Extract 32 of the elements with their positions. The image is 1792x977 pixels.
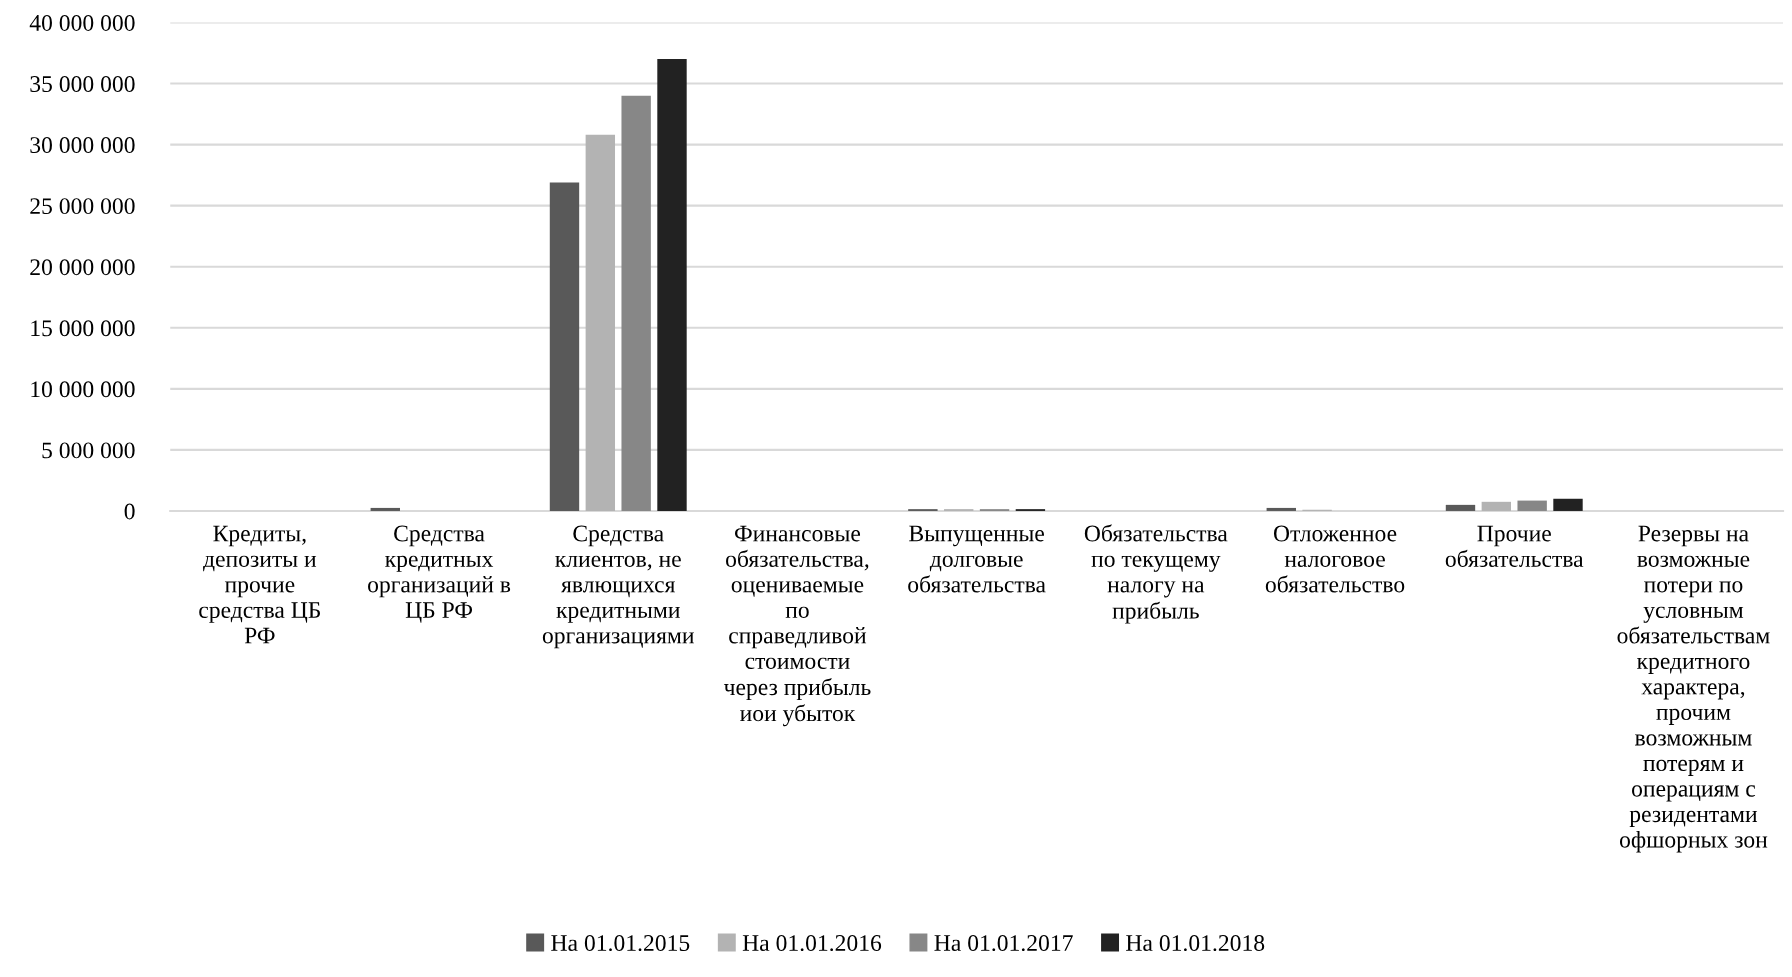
bar <box>1517 500 1547 511</box>
bar <box>585 134 616 511</box>
x-tick-label: Обязательства по текущему налогу на прибыль <box>1084 524 1228 624</box>
y-tick-label: 25 000 000 <box>30 198 135 215</box>
x-tick-label: Отложенное налоговое обязательство <box>1265 525 1405 593</box>
legend-label: На 01.01.2018 <box>1126 935 1265 952</box>
bar <box>621 95 651 511</box>
bar <box>657 59 687 511</box>
bar <box>1445 504 1476 511</box>
y-tick-label: 5 000 000 <box>42 442 135 459</box>
y-tick-label: 35 000 000 <box>30 76 135 92</box>
y-tick-label: 15 000 000 <box>31 320 135 337</box>
y-tick-label: 0 <box>124 503 135 520</box>
legend-label: На 01.01.2017 <box>934 935 1073 952</box>
x-tick-label: Финансовые обязательства, оцениваемые по справедливой стоимости через прибыль иои убыток <box>723 525 871 727</box>
legend-label: На 01.01.2015 <box>551 935 690 952</box>
y-tick-label: 40 000 000 <box>29 14 135 31</box>
x-tick-label: Кредиты, депозиты и прочие средства ЦБ РФ <box>199 525 320 644</box>
bar <box>549 182 580 511</box>
x-tick-label: Прочие обязательства <box>1445 525 1584 567</box>
category-label: Резервы на возможные потери по условным обязательствам кредитного характера, прочим возможным потерям и операциям с резидентами офшорных зон <box>1617 525 1770 853</box>
bar <box>370 507 400 511</box>
bar <box>1553 498 1583 511</box>
y-tick-label: 20 000 000 <box>30 259 135 276</box>
bar <box>1481 501 1512 511</box>
x-tick-label: Средства клиентов, не явлющихся кредитными организациями <box>542 525 694 649</box>
x-tick-label: Средства кредитных организаций в ЦБ РФ <box>368 525 511 623</box>
legend-label: На 01.01.2016 <box>742 935 882 952</box>
x-tick-label: Выпущенные долговые обязательства <box>908 525 1046 593</box>
y-tick-label: 30 000 000 <box>30 137 135 154</box>
y-tick-label: 10 000 000 <box>31 381 135 398</box>
bar <box>1266 507 1296 511</box>
